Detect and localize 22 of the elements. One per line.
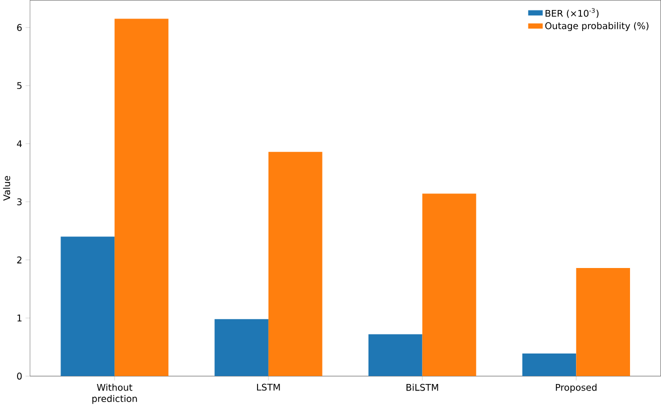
legend-label: Outage probability (%) [545, 22, 648, 32]
y-tick-label: 2 [17, 256, 22, 264]
y-axis-title: Value [3, 176, 10, 201]
x-tick-label: BiLSTM [406, 384, 438, 391]
bar [60, 236, 115, 376]
y-tick-label: 0 [17, 372, 22, 380]
x-tick-label: Proposed [556, 384, 596, 393]
bar [368, 334, 422, 376]
x-tick-label: Without prediction [92, 384, 137, 404]
legend-label: BER (×10$^{-3}$) [546, 8, 598, 18]
bar [576, 268, 630, 376]
y-tick-label: 4 [16, 140, 22, 148]
bar [114, 18, 168, 376]
bar [522, 354, 576, 376]
bar [422, 194, 476, 376]
bar [214, 319, 268, 376]
y-tick-label: 3 [17, 198, 22, 206]
y-tick-label: 6 [17, 24, 22, 32]
bar [268, 152, 322, 376]
y-tick-label: 1 [18, 314, 22, 322]
y-tick-label: 5 [17, 82, 22, 90]
x-tick-label: LSTM [257, 384, 280, 391]
